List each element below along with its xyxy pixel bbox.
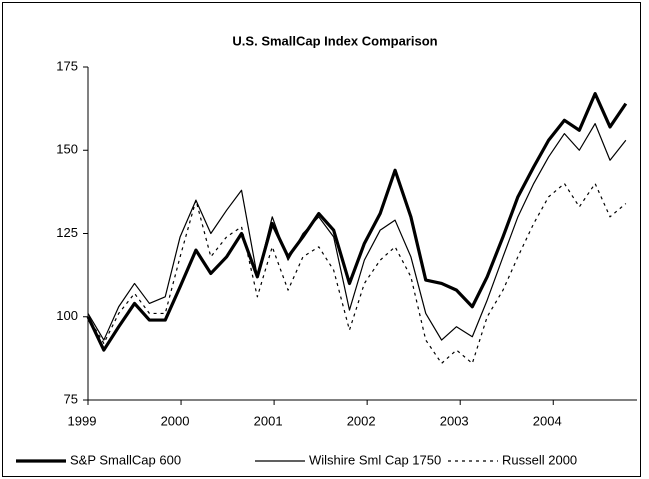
legend-label: Russell 2000 <box>502 452 577 467</box>
chart-frame <box>2 2 641 477</box>
series-line <box>87 123 627 341</box>
legend-label: S&P SmallCap 600 <box>70 452 181 467</box>
x-tick-label: 2003 <box>440 413 469 428</box>
x-tick-label: 2001 <box>254 413 283 428</box>
y-tick-label: 175 <box>56 58 78 73</box>
x-tick-label: 1999 <box>68 413 97 428</box>
series-line <box>87 182 627 364</box>
x-tick-label: 2002 <box>347 413 376 428</box>
legend-label: Wilshire Sml Cap 1750 <box>309 452 441 467</box>
series-line <box>86 92 628 352</box>
y-tick-label: 125 <box>56 225 78 240</box>
y-tick-label: 75 <box>64 391 78 406</box>
chart-title: U.S. SmallCap Index Comparison <box>232 33 437 48</box>
y-tick-label: 150 <box>56 142 78 157</box>
x-tick-label: 2004 <box>533 413 562 428</box>
x-tick-label: 2000 <box>161 413 190 428</box>
y-tick-label: 100 <box>56 308 78 323</box>
